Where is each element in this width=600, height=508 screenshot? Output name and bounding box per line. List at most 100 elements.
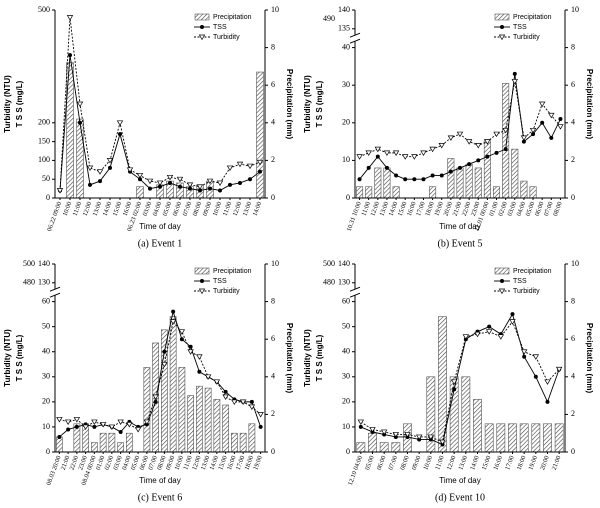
y-axis-label: Turbidity (NTU) <box>3 329 12 387</box>
tss-marker <box>248 177 252 182</box>
y2-tick-label: 6 <box>571 80 575 89</box>
precipitation-bar <box>76 118 84 199</box>
x-tick-label: 07:00 <box>543 201 555 217</box>
tss-marker <box>218 188 222 193</box>
y-tick-label: 200 <box>38 118 50 127</box>
x-tick-label: 03:00 <box>506 201 518 217</box>
tss-marker <box>118 429 123 434</box>
turbidity-marker <box>557 124 564 130</box>
y2-tick-label: 0 <box>271 193 275 202</box>
x-tick-label: 06:00 <box>534 201 546 217</box>
x-tick-label: 11:00 <box>434 455 446 471</box>
legend-swatch <box>194 13 210 21</box>
tss-marker <box>366 165 371 170</box>
precipitation-bar <box>204 387 212 453</box>
x-tick-label: 08:00 <box>552 201 564 217</box>
x-tick-label: 18:00 <box>244 455 256 471</box>
x-tick-label: 12:00 <box>369 201 381 217</box>
x-tick-label: 04:00 <box>152 201 164 217</box>
turbidity-marker <box>161 361 168 368</box>
tss-marker <box>503 147 508 152</box>
x-tick-label: 08.03 20:00 <box>45 455 62 487</box>
y-axis-label: T S S (mg/L) <box>15 80 24 127</box>
y2-axis-label: Precipitation (mm) <box>585 323 594 394</box>
x-tick-label: 15:00 <box>217 455 229 471</box>
x-tick-label: 18:00 <box>516 455 528 471</box>
legend-swatch <box>494 13 510 21</box>
precipitation-bar <box>383 167 391 199</box>
legend-label: Turbidity <box>513 34 540 41</box>
series-line <box>359 73 561 180</box>
precipitation-bar <box>374 167 382 199</box>
tss-marker <box>357 177 362 182</box>
axis-break-gap <box>49 289 61 296</box>
turbidity-marker <box>96 169 104 175</box>
legend-label: TSS <box>213 24 227 31</box>
y2-tick-label: 8 <box>571 296 575 305</box>
legend-swatch <box>494 267 510 275</box>
turbidity-marker <box>231 399 238 405</box>
y-tick-label: 0 <box>46 193 50 202</box>
turbidity-marker <box>411 154 418 160</box>
x-tick-label: 23:00 <box>470 201 482 217</box>
legend-label: TSS <box>513 278 527 285</box>
turbidity-marker <box>226 165 234 172</box>
turbidity-marker <box>509 319 516 325</box>
tss-marker <box>148 186 152 191</box>
tss-marker <box>421 177 426 182</box>
tss-marker <box>540 120 545 125</box>
precipitation-bar <box>365 186 373 199</box>
axis-break-mark <box>49 292 61 298</box>
turbidity-marker <box>548 112 555 119</box>
panel: 0 10 20 30 40 50 60 130 140 480 500 0 2 4 6 8 10 12.10 04… <box>303 259 594 503</box>
y-tick-label: 60 <box>42 296 50 305</box>
x-tick-label: 17:00 <box>504 455 516 471</box>
turbidity-marker <box>256 159 264 166</box>
tss-marker <box>238 180 242 185</box>
y-tick-label: 40 <box>342 42 350 51</box>
legend-marker <box>198 288 206 295</box>
turbidity-marker <box>493 131 500 138</box>
x-tick-label: 19:00 <box>433 201 445 217</box>
tss-marker <box>522 354 527 359</box>
x-tick-label: 09:00 <box>411 455 423 471</box>
turbidity-marker <box>427 434 435 441</box>
legend-label: Turbidity <box>513 288 540 295</box>
x-tick-label: 16:00 <box>492 455 504 471</box>
y2-tick-label: 0 <box>571 447 575 456</box>
turbidity-marker <box>439 439 446 446</box>
turbidity-marker <box>106 158 114 164</box>
turbidity-marker <box>438 143 445 149</box>
x-tick-label: 06:00 <box>172 201 184 217</box>
x-tick-label: 11:00 <box>360 201 372 217</box>
tss-marker <box>168 180 172 185</box>
x-tick-label: 16:00 <box>226 455 238 471</box>
x-tick-label: 15:00 <box>397 201 409 217</box>
tss-marker <box>158 184 162 189</box>
x-tick-label: 19:00 <box>527 455 539 471</box>
tss-marker <box>521 139 526 144</box>
legend-label: TSS <box>513 24 527 31</box>
turbidity-marker <box>456 131 464 138</box>
y2-tick-label: 6 <box>271 80 275 89</box>
x-tick-label: 05:00 <box>364 455 376 471</box>
turbidity-marker <box>420 150 427 156</box>
tss-marker <box>494 150 499 155</box>
x-tick-label: 11:00 <box>72 201 84 217</box>
precipitation-bar <box>161 329 168 453</box>
precipitation-bar <box>543 423 552 453</box>
turbidity-marker <box>204 374 212 380</box>
tss-tick-label: 480 <box>323 278 335 287</box>
x-axis-label: Time of day <box>139 222 181 231</box>
series-line <box>359 81 561 158</box>
tss-marker <box>57 434 62 439</box>
series-line <box>59 309 262 438</box>
x-tick-label: 13:00 <box>379 201 391 217</box>
x-tick-label: 14:00 <box>252 201 264 217</box>
y-tick-label: 30 <box>42 372 50 381</box>
x-tick-label: 12.10 04:00 <box>347 455 364 487</box>
tss-marker <box>358 424 363 429</box>
tss-marker <box>467 162 472 167</box>
precipitation-bar <box>126 432 133 453</box>
